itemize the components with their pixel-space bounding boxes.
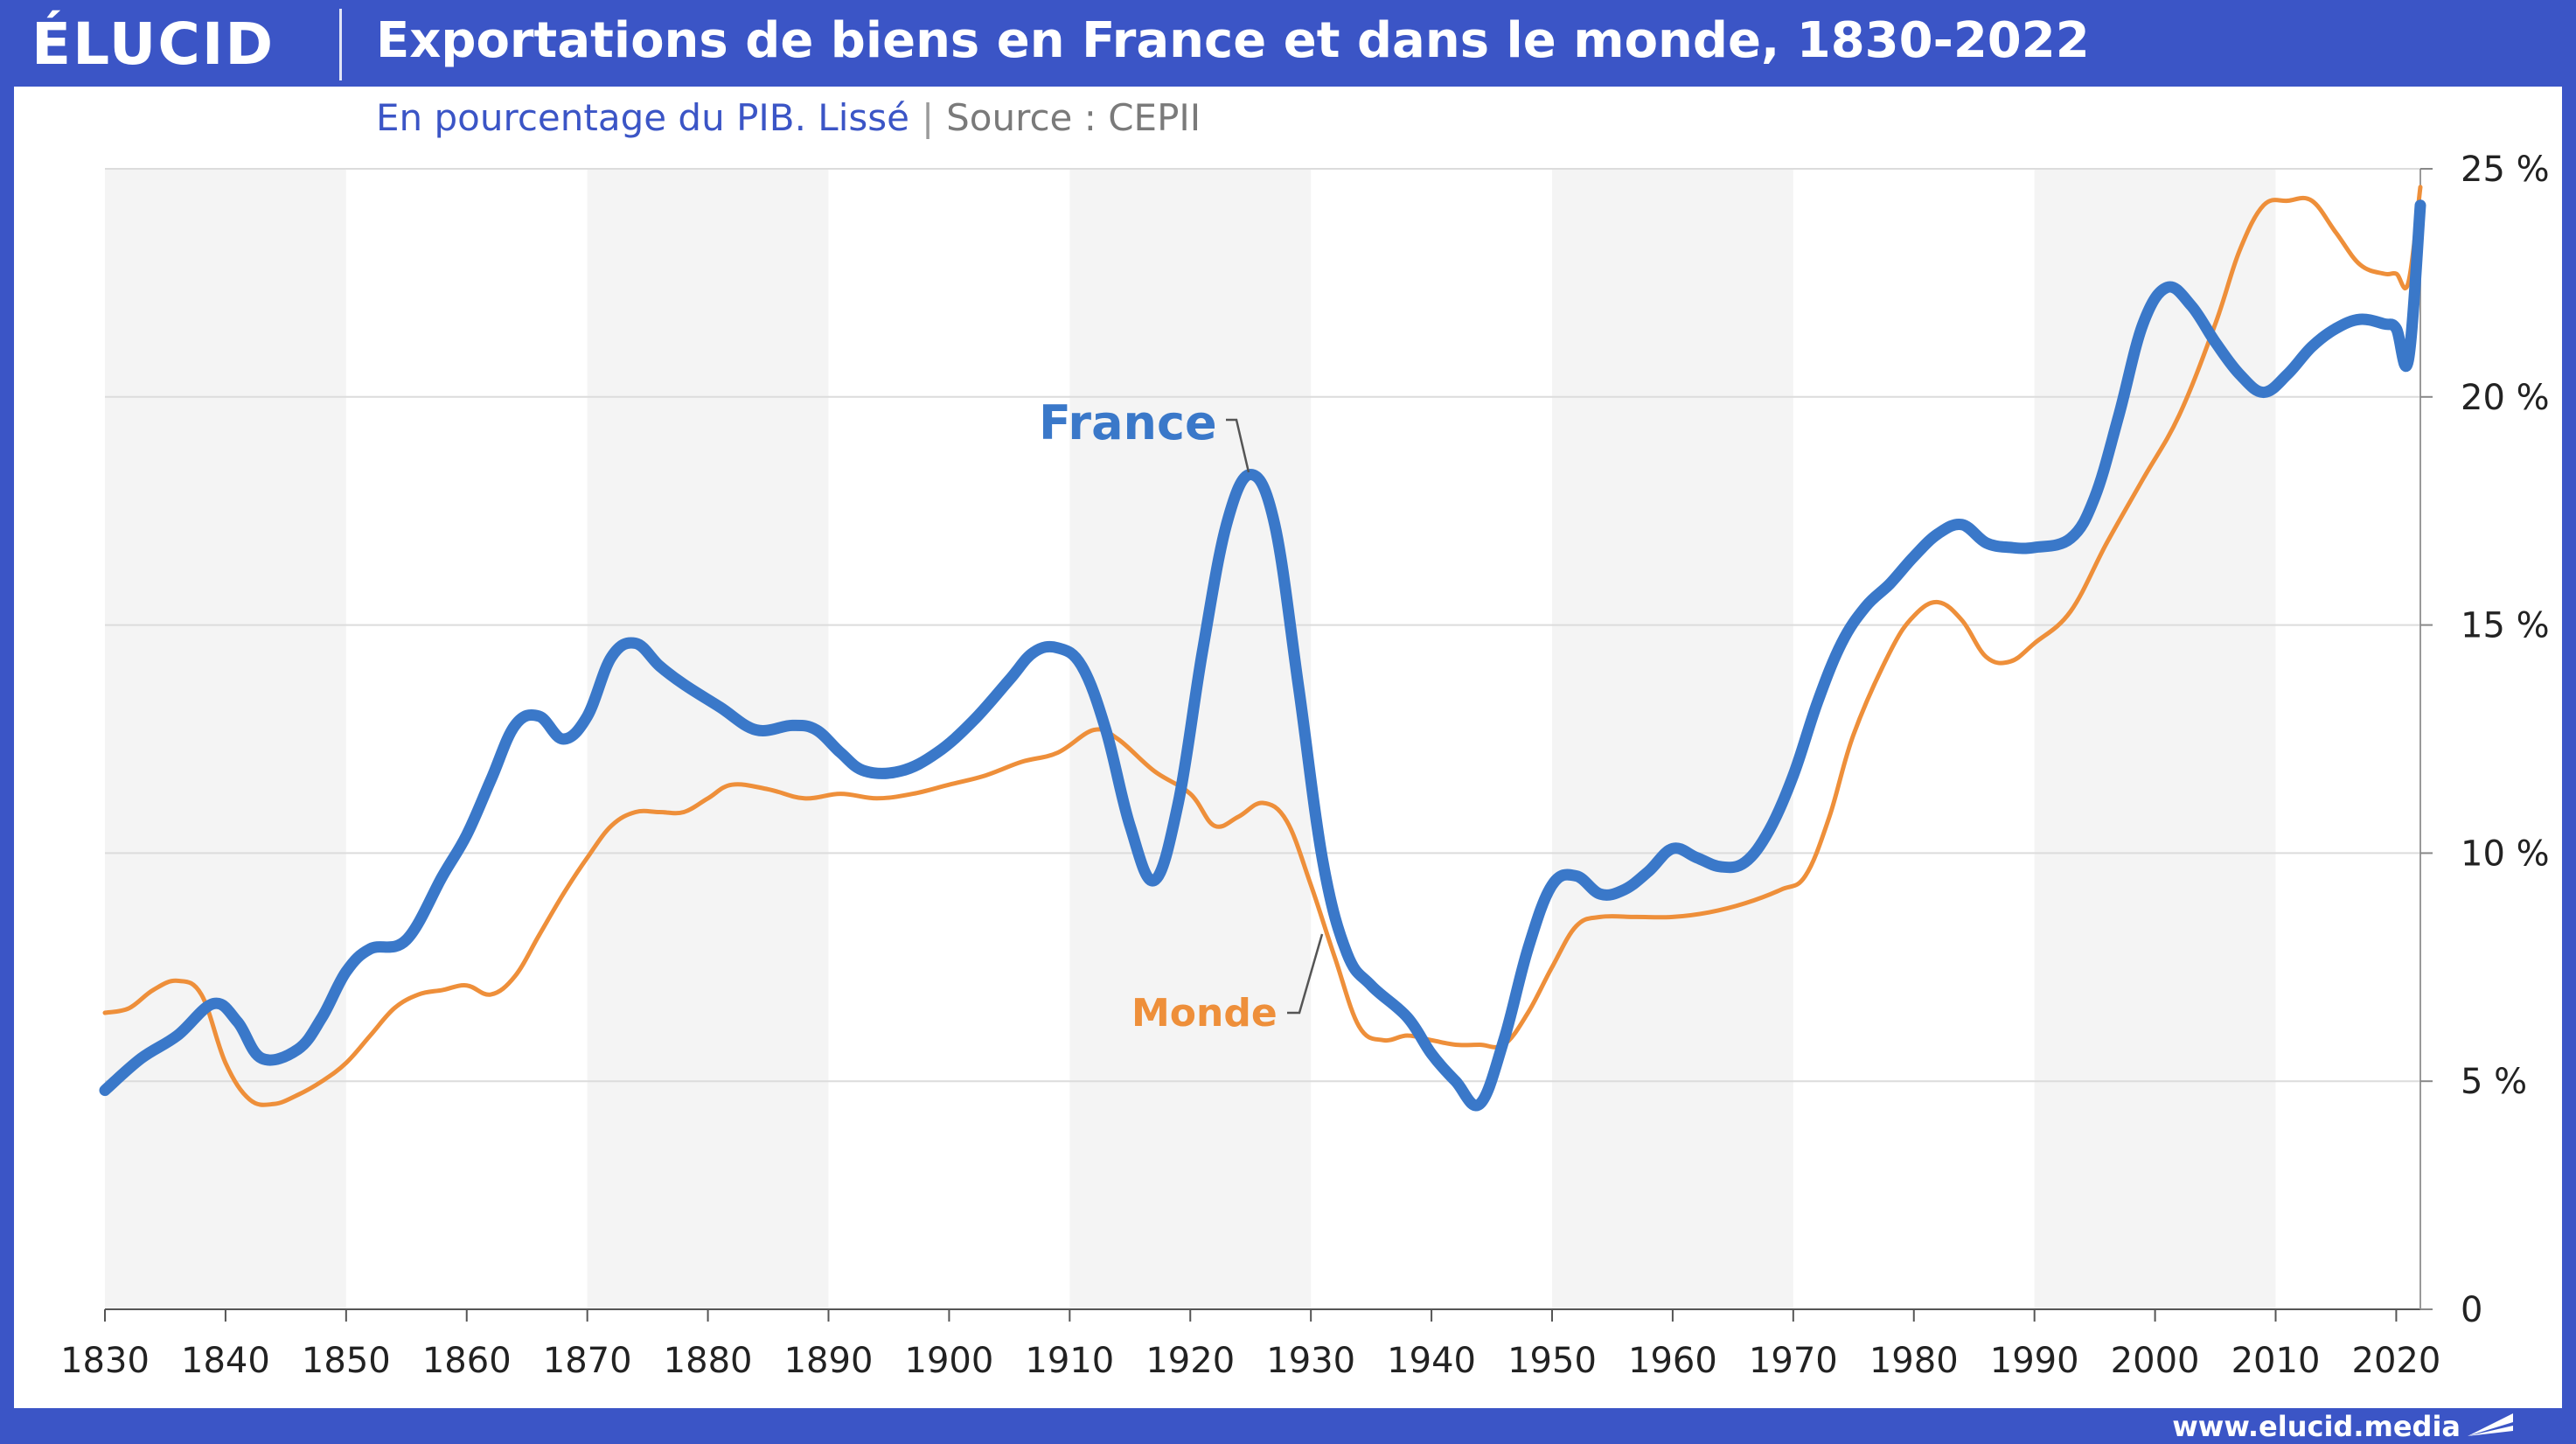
y-axis-ticks: 0 5 % 10 % 15 % 20 % 25 % [2420, 150, 2550, 1330]
footer-url[interactable]: www.elucid.media [2172, 1410, 2461, 1443]
x-tick-label: 1830 [60, 1341, 150, 1381]
header-bar: ÉLUCID Exportations de biens en France e… [0, 0, 2576, 87]
x-tick-label: 2000 [2111, 1341, 2200, 1381]
series-lines [99, 185, 2426, 1112]
decade-band [1552, 169, 1793, 1309]
chart-title: Exportations de biens en France et dans … [376, 12, 2090, 69]
x-tick-label: 1920 [1145, 1341, 1235, 1381]
series-line-france [99, 199, 2426, 1112]
leader-line-france [1226, 418, 1250, 473]
footer-bar: www.elucid.media [0, 1408, 2576, 1444]
decade-bands [105, 169, 2276, 1309]
x-tick-label: 2010 [2231, 1341, 2321, 1381]
series-line-monde [102, 185, 2423, 1107]
series-label-monde: Monde [1131, 991, 1278, 1036]
x-tick-label: 2020 [2352, 1341, 2441, 1381]
decade-band [105, 169, 346, 1309]
header-divider [339, 9, 342, 80]
gridlines [105, 168, 2420, 1083]
elucid-mark-icon [2468, 1413, 2513, 1436]
y-tick-label: 10 % [2461, 834, 2550, 874]
leader-line-monde [1287, 933, 1324, 1015]
y-tick-label: 15 % [2461, 606, 2550, 646]
decade-band [587, 169, 829, 1309]
decade-band [2034, 169, 2276, 1309]
subtitle-separator: | [921, 96, 935, 139]
x-tick-label: 1970 [1749, 1341, 1838, 1381]
elucid-logo[interactable]: ÉLUCID [31, 3, 275, 84]
x-tick-label: 1950 [1507, 1341, 1597, 1381]
y-tick-label: 20 % [2461, 378, 2550, 418]
x-tick-label: 1840 [181, 1341, 270, 1381]
chart-subtitle: En pourcentage du PIB. Lissé | Source : CE… [376, 96, 1201, 139]
y-tick-label: 5 % [2461, 1062, 2527, 1102]
x-tick-label: 1990 [1990, 1341, 2079, 1381]
x-tick-label: 1960 [1628, 1341, 1717, 1381]
x-tick-label: 1850 [302, 1341, 391, 1381]
x-tick-label: 1930 [1266, 1341, 1355, 1381]
x-tick-label: 1900 [905, 1341, 994, 1381]
x-tick-label: 1870 [543, 1341, 632, 1381]
x-axis-ticks: 1830 1840 1850 1860 1870 1880 1890 1900 1910 1920… [60, 1309, 2440, 1381]
x-tick-label: 1910 [1025, 1341, 1114, 1381]
x-tick-label: 1880 [664, 1341, 753, 1381]
x-tick-label: 1980 [1869, 1341, 1959, 1381]
source-text: Source : CEPII [946, 96, 1201, 139]
x-tick-label: 1890 [784, 1341, 874, 1381]
subtitle-text: En pourcentage du PIB. Lissé [376, 96, 909, 139]
series-label-france: France [1039, 395, 1217, 450]
y-tick-label: 0 [2461, 1290, 2482, 1330]
x-tick-label: 1860 [422, 1341, 512, 1381]
x-tick-label: 1940 [1387, 1341, 1476, 1381]
series-labels: France Monde [1039, 395, 1324, 1036]
y-tick-label: 25 % [2461, 150, 2550, 190]
logo-text: ÉLUCID [31, 10, 275, 78]
